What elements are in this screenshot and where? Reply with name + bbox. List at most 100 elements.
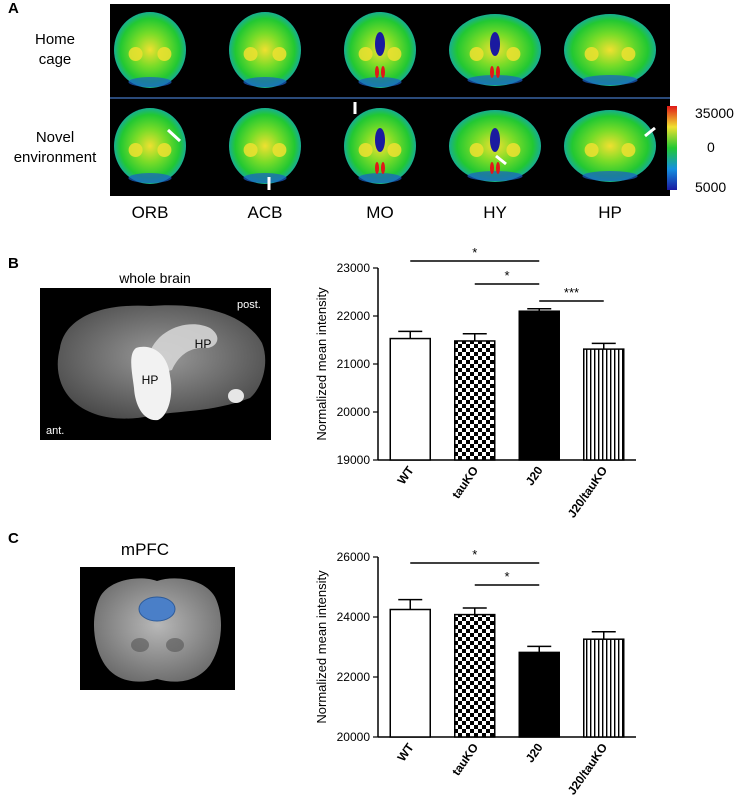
slice-edge [358,173,402,183]
hot-core [490,66,494,78]
x-tick-label: J20 [523,740,546,765]
brain-slice-hy [449,110,541,182]
hp-ventral [131,346,172,421]
panel-c-letter: C [8,530,19,547]
color-scale: 35000 0 5000 [667,105,734,194]
hot-core [496,66,500,78]
hot-core [381,66,385,78]
slice-edge [128,77,172,87]
hot-spot [387,143,402,157]
brain-slice-acb [229,12,301,88]
brain-slice-acb [229,108,301,184]
bar-j20 [518,310,560,461]
significance-stars: * [472,245,477,260]
coronal-section [93,578,222,682]
row-label-line: Home [34,31,75,48]
hot-core [375,162,379,174]
y-axis-label: Normalized mean intensity [314,287,329,441]
hot-spot [358,47,373,61]
slice-body [114,12,186,88]
x-tick-label: J20/tauKO [565,464,611,521]
row-label-home-cage: Home cage [0,30,110,70]
x-tick-label: J20/tauKO [565,741,611,798]
significance-stars: * [504,268,509,283]
region-label-acb: ACB [247,203,283,222]
brain-slice-hy [449,14,541,86]
y-tick-label: 22000 [337,309,371,323]
hot-spot [584,143,599,157]
region-label-orb: ORB [131,203,169,222]
hot-spot [621,47,636,61]
hp-label-dorsal: HP [195,337,212,351]
x-tick-label: J20 [523,463,546,488]
slice-body [229,108,301,184]
dark-region [166,638,184,652]
hot-spot [157,143,172,157]
slice-body [564,110,656,182]
ventricle [490,128,500,152]
hot-spot [243,47,258,61]
bar-j20 [518,651,560,738]
brain-slice-mo [344,108,416,184]
hot-core [381,162,385,174]
hp-label-ventral: HP [142,373,159,387]
hp-dorsal [148,324,218,372]
bright-spot [228,389,244,403]
ventricle [375,128,385,152]
white-arrow-marker [495,154,507,166]
brain-slice-mo [344,12,416,88]
significance-stars: * [504,569,509,584]
ant-label: ant. [46,425,64,437]
whole-brain-image: HP HP post. ant. [40,288,271,440]
slice-edge [128,173,172,183]
hot-spot [584,47,599,61]
mpfc-image [80,567,235,690]
hot-spot [243,143,258,157]
bar-j20-tauko [583,348,625,461]
slice-edge [358,77,402,87]
y-tick-label: 24000 [337,610,371,624]
white-arrow-marker [644,126,656,138]
bar-wt [389,608,431,738]
brain-heatmap-strip [110,4,670,196]
y-tick-label: 21000 [337,357,371,371]
slice-edge [243,173,287,183]
hot-core [496,162,500,174]
hot-spot [128,143,143,157]
x-tick-label: tauKO [449,464,481,502]
row-label-line: environment [13,149,97,166]
panel-b-letter: B [8,255,19,272]
bar-wt [389,337,431,461]
whole-brain-title: whole brain [119,270,191,286]
slice-body [229,12,301,88]
dark-region [131,638,149,652]
x-tick-label: WT [395,740,418,764]
bar-tauko [454,340,496,461]
brain-slice-hp [564,14,656,86]
y-axis-label: Normalized mean intensity [314,570,329,724]
region-label-hp: HP [598,203,622,222]
slice-edge [243,77,287,87]
slice-edge [467,75,523,85]
hot-spot [506,143,521,157]
mpfc-roi-ellipse [138,596,176,622]
row-label-line: Novel [35,129,75,146]
bar-tauko [454,613,496,738]
chart-c: 20000 22000 24000 26000 Normalized mean inte… [314,547,636,798]
hot-spot [621,143,636,157]
hot-spot [469,143,484,157]
color-scale-max: 35000 [695,105,734,121]
slice-edge [467,171,523,181]
significance-stars: *** [564,285,579,300]
hot-spot [469,47,484,61]
y-tick-label: 22000 [337,670,371,684]
ventricle [490,32,500,56]
slice-body [114,108,186,184]
brain-slice-orb [114,12,186,88]
post-label: post. [237,299,261,311]
row-label-novel-environment: Novel environment [0,128,110,168]
hot-core [375,66,379,78]
slice-body [564,14,656,86]
hot-core [490,162,494,174]
color-scale-mid: 0 [707,139,715,155]
